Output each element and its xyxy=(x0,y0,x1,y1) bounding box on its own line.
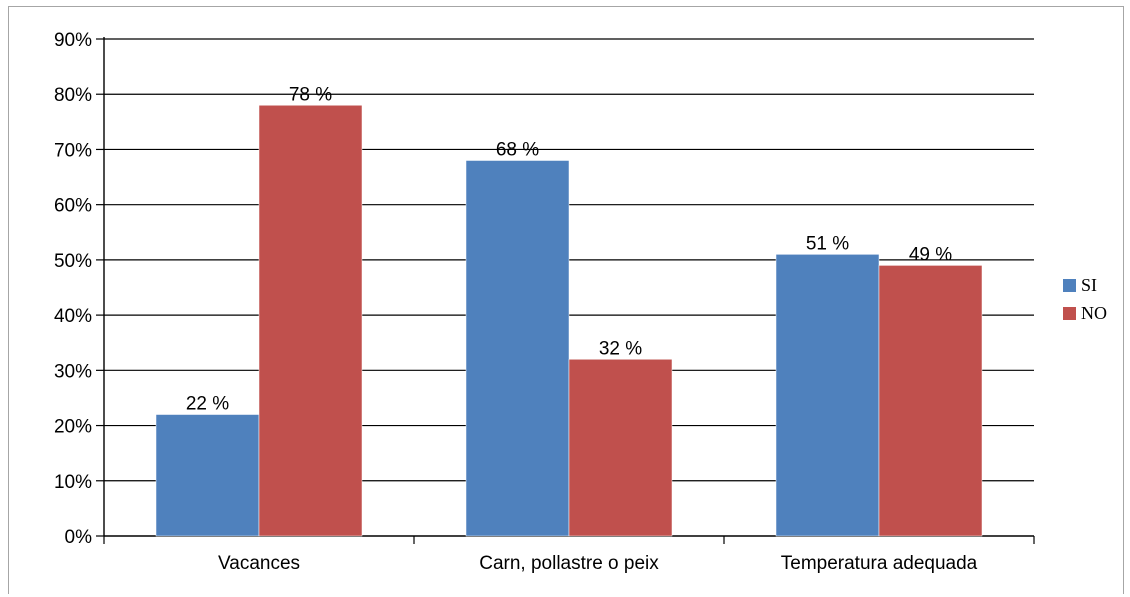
data-label: 68 % xyxy=(496,139,539,160)
y-tick-label: 50% xyxy=(54,251,92,272)
data-label: 78 % xyxy=(289,84,332,105)
data-label: 32 % xyxy=(599,338,642,359)
chart-frame xyxy=(8,6,1124,594)
data-label: 49 % xyxy=(909,244,952,265)
legend-label: NO xyxy=(1081,303,1107,323)
bar-no-0 xyxy=(258,105,363,537)
bar-si-0 xyxy=(155,414,260,537)
y-tick-label: 70% xyxy=(54,140,92,161)
x-tick-label: Carn, pollastre o peix xyxy=(479,553,659,574)
y-tick-label: 10% xyxy=(54,472,92,493)
y-tick-label: 90% xyxy=(54,30,92,51)
y-tick-label: 80% xyxy=(54,85,92,106)
bar-no-2 xyxy=(878,265,983,537)
bar-no-1 xyxy=(568,359,673,537)
bar-si-1 xyxy=(465,160,570,537)
legend-swatch-no xyxy=(1063,307,1076,320)
bar-si-2 xyxy=(775,254,880,537)
x-tick-label: Vacances xyxy=(218,553,300,574)
legend-label: SI xyxy=(1081,275,1097,295)
data-label: 22 % xyxy=(186,394,229,415)
y-tick-label: 40% xyxy=(54,306,92,327)
y-tick-label: 30% xyxy=(54,361,92,382)
legend-swatch-si xyxy=(1063,279,1076,292)
y-tick-label: 60% xyxy=(54,196,92,217)
data-label: 51 % xyxy=(806,233,849,254)
x-tick-label: Temperatura adequada xyxy=(781,553,978,574)
y-tick-label: 20% xyxy=(54,417,92,438)
y-tick-label: 0% xyxy=(65,527,93,548)
